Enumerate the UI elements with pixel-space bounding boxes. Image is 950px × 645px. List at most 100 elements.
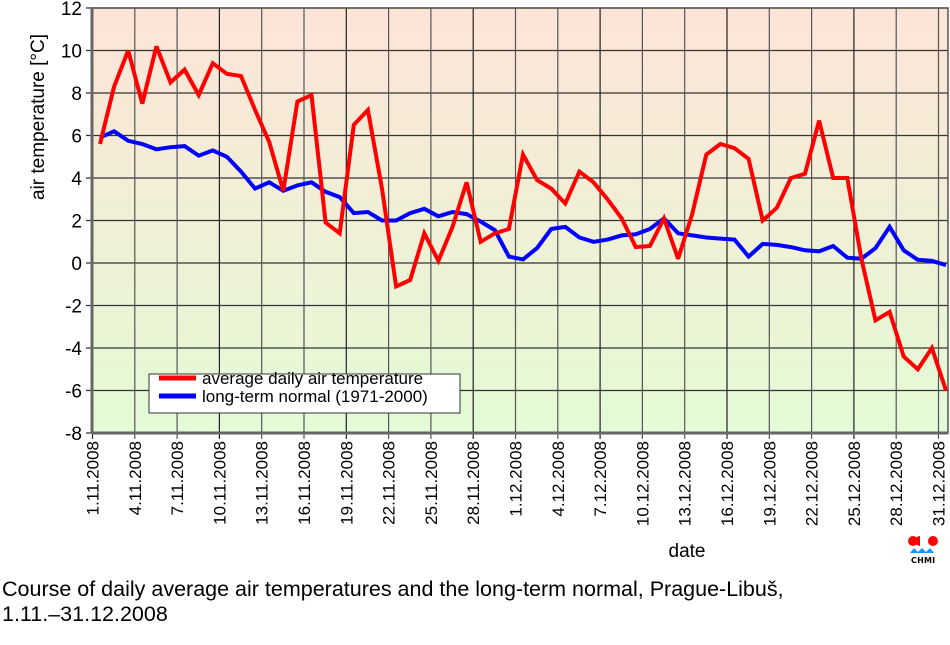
data-point [634, 232, 638, 236]
data-point [775, 243, 779, 247]
data-point [239, 170, 243, 174]
caption-line-1: Course of daily average air temperatures… [2, 577, 784, 601]
x-tick-label: 19.12.2008 [760, 441, 779, 526]
x-tick-label: 28.12.2008 [887, 441, 906, 526]
x-tick-label: 7.11.2008 [168, 441, 187, 515]
x-tick-label: 4.11.2008 [126, 441, 145, 515]
y-tick-label: 8 [71, 84, 82, 105]
x-tick-label: 28.11.2008 [464, 441, 483, 525]
data-point [338, 195, 342, 199]
data-point [874, 246, 878, 250]
y-tick-label: 6 [71, 127, 82, 148]
data-point [676, 231, 680, 235]
data-point [902, 248, 906, 252]
data-point [648, 227, 652, 231]
legend-box [148, 373, 461, 414]
data-point [577, 236, 581, 240]
x-axis-title: date [669, 541, 706, 562]
x-tick-label: 16.11.2008 [295, 441, 314, 525]
legend-label-long-term-normal: long-term normal (1971-2000) [202, 387, 428, 406]
data-point [126, 139, 130, 143]
series-line-average-temperature [98, 45, 948, 392]
x-tick-label: 25.12.2008 [845, 441, 864, 526]
data-point [140, 142, 144, 146]
data-point [549, 227, 553, 231]
data-point [930, 259, 934, 263]
data-point [197, 154, 201, 158]
data-point [916, 258, 920, 262]
y-axis-ticks: 12 10 8 6 4 2 0 -2 -4 -6 -8 [61, 0, 83, 445]
data-point [845, 256, 849, 260]
x-tick-label: 4.12.2008 [549, 441, 568, 517]
data-point [535, 246, 539, 250]
data-point [789, 245, 793, 249]
x-tick-label: 13.11.2008 [253, 441, 272, 525]
data-point [408, 211, 412, 215]
data-point [733, 238, 737, 242]
x-tick-label: 25.11.2008 [422, 441, 441, 525]
y-axis-title: air temperature [°C] [28, 34, 49, 200]
data-point [747, 255, 751, 259]
legend: average daily air temperature long-term … [148, 369, 461, 414]
y-tick-label: -2 [65, 297, 82, 318]
data-point [422, 207, 426, 211]
data-point [831, 244, 835, 248]
data-point [295, 183, 299, 187]
y-tick-label: 10 [61, 42, 82, 63]
data-point [211, 148, 215, 152]
x-tick-label: 13.12.2008 [676, 441, 695, 526]
data-point [592, 240, 596, 244]
x-tick-label: 19.11.2008 [337, 441, 356, 525]
data-point [817, 249, 821, 253]
data-point [394, 219, 398, 223]
data-point [507, 255, 511, 259]
data-point [310, 180, 314, 184]
data-point [718, 237, 722, 241]
data-point [521, 257, 525, 261]
x-tick-label: 10.11.2008 [210, 441, 229, 525]
data-point [620, 233, 624, 237]
data-point [479, 220, 483, 224]
x-tick-label: 31.12.2008 [930, 441, 949, 526]
y-tick-label: 12 [61, 0, 82, 20]
y-tick-label: -4 [65, 339, 82, 360]
x-axis-ticks: 1.11.2008 4.11.2008 7.11.2008 10.11.2008 13.… [84, 441, 949, 526]
y-tick-label: 0 [71, 254, 82, 275]
x-tick-label: 7.12.2008 [591, 441, 610, 517]
data-point [169, 145, 173, 149]
data-point [690, 233, 694, 237]
data-point [352, 211, 356, 215]
vertical-gridlines [91, 8, 940, 439]
temperature-chart: 12 10 8 6 4 2 0 -2 -4 -6 -8 1.11.2008 4.11.2008 7.11… [28, 0, 949, 562]
data-point [761, 242, 765, 246]
chart-caption: Course of daily average air temperatures… [2, 577, 942, 627]
y-tick-label: -6 [65, 382, 82, 403]
x-tick-label: 22.11.2008 [380, 441, 399, 525]
data-point [267, 180, 271, 184]
data-point [465, 212, 469, 216]
data-point [183, 144, 187, 148]
data-point [888, 225, 892, 229]
x-tick-label: 1.11.2008 [84, 441, 103, 515]
data-point [112, 129, 116, 133]
chmi-logo: CHMI [905, 535, 947, 567]
series-lines [98, 45, 948, 392]
data-point [563, 225, 567, 229]
y-tick-label: -8 [65, 424, 82, 445]
data-point [225, 155, 229, 159]
data-point [704, 236, 708, 240]
data-point [803, 248, 807, 252]
y-tick-label: 4 [71, 169, 82, 190]
chmi-logo-text: CHMI [911, 556, 936, 565]
data-point [451, 210, 455, 214]
data-point [366, 210, 370, 214]
chmi-logo-icon [908, 536, 938, 553]
x-tick-label: 1.12.2008 [507, 441, 526, 517]
x-tick-label: 22.12.2008 [803, 441, 822, 526]
data-point [253, 187, 257, 191]
legend-label-average-temperature: average daily air temperature [202, 369, 423, 388]
x-tick-label: 10.12.2008 [633, 441, 652, 526]
data-point [606, 238, 610, 242]
x-tick-label: 16.12.2008 [718, 441, 737, 526]
data-point [380, 219, 384, 223]
